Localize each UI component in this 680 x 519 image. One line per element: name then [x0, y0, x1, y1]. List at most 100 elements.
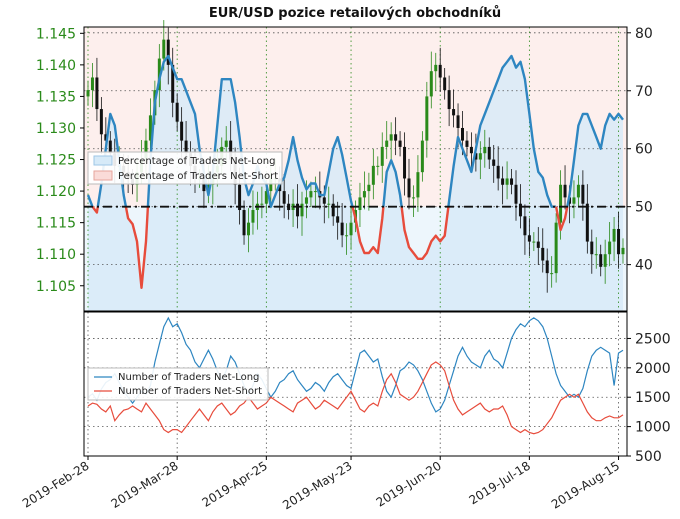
- candle-body: [99, 109, 103, 135]
- net-short-pct-line: [351, 206, 385, 255]
- candle-body: [264, 191, 268, 204]
- bottom-panel-axes: 500 1000 1500 2000 2500 2019-Feb-28 2019-Mar-2…: [20, 311, 671, 513]
- price-tick-label: 1.125: [36, 153, 76, 169]
- candle-body: [300, 203, 304, 217]
- candle-body: [452, 109, 456, 116]
- candle-body: [322, 197, 326, 204]
- candle-body: [541, 247, 545, 261]
- net-long-pct-line: [146, 54, 354, 208]
- candle-body: [304, 197, 308, 204]
- candle-body: [532, 241, 536, 243]
- candle-body: [527, 235, 531, 242]
- legend-swatch-net-long-pct: [93, 155, 113, 166]
- candle-body: [487, 146, 491, 160]
- bottom-legend-box: [87, 367, 269, 401]
- candle-body: [162, 39, 166, 59]
- net-short-pct-line: [554, 206, 569, 232]
- legend-label-net-long-count: Number of Traders Net-Long: [118, 372, 259, 383]
- date-tick-label: 2019-Apr-25: [200, 459, 270, 510]
- candle-body: [296, 203, 300, 217]
- percent-tick-label: 40: [635, 258, 653, 274]
- candle-body: [434, 64, 438, 72]
- candle-body: [362, 191, 366, 198]
- date-tick-label: 2019-Mar-28: [109, 459, 181, 511]
- candle-body: [456, 115, 460, 128]
- candle-body: [229, 140, 233, 160]
- candle-body: [483, 146, 487, 154]
- candle-body: [340, 222, 344, 236]
- candle-body: [224, 140, 228, 147]
- candle-body: [474, 153, 478, 160]
- candle-body: [238, 184, 242, 211]
- candle-body: [282, 191, 286, 204]
- count-tick-label: 2000: [635, 361, 671, 377]
- candle-body: [523, 216, 527, 236]
- candle-body: [420, 140, 424, 173]
- candle-body: [425, 96, 429, 141]
- candle-body: [407, 178, 411, 198]
- candle-body: [608, 241, 612, 255]
- top-panel-frame: [83, 26, 628, 312]
- net-long-pct-line: [382, 159, 403, 207]
- legend-label-net-short-pct: Percentage of Traders Net-Short: [118, 171, 278, 182]
- candle-body: [336, 216, 340, 223]
- candle-body: [612, 228, 616, 242]
- candle-body: [371, 165, 375, 185]
- candle-body: [144, 140, 148, 160]
- price-tick-label: 1.115: [36, 216, 76, 232]
- top-legend: Percentage of Traders Net-Long Percentag…: [87, 151, 283, 185]
- date-tick-label: 2019-Jul-18: [467, 459, 533, 508]
- count-tick-label: 1000: [635, 420, 671, 436]
- candle-body: [559, 184, 563, 223]
- net-short-pct-line: [124, 206, 150, 289]
- candle-body: [492, 159, 496, 166]
- net-long-area: [88, 56, 623, 311]
- candle-body: [443, 77, 447, 91]
- candle-body: [376, 165, 380, 167]
- candle-body: [621, 247, 625, 255]
- candle-body: [345, 235, 349, 237]
- candle-body: [327, 203, 331, 205]
- candle-body: [251, 210, 255, 223]
- top-legend-box: [87, 151, 283, 185]
- candle-body: [478, 153, 482, 160]
- candle-body: [438, 64, 442, 78]
- net-long-pct-line: [447, 54, 557, 208]
- candle-body: [247, 222, 250, 236]
- candle-body: [242, 210, 246, 236]
- candle-body: [576, 184, 580, 198]
- candle-body: [599, 254, 603, 267]
- net-short-count-line: [87, 361, 624, 435]
- candle-body: [180, 121, 184, 141]
- candle-body: [166, 39, 170, 65]
- candle-body: [95, 77, 99, 110]
- candle-body: [554, 222, 558, 274]
- candle-body: [206, 184, 210, 192]
- net-short-pct-line: [400, 206, 450, 260]
- date-tick-label: 2019-Feb-28: [20, 459, 92, 511]
- date-tick-label: 2019-Jun-20: [374, 459, 444, 510]
- candle-body: [603, 254, 607, 267]
- candle-body: [260, 203, 264, 205]
- candle-body: [518, 203, 522, 217]
- candle-body: [514, 184, 518, 204]
- candle-body: [385, 140, 389, 147]
- candle-body: [545, 260, 549, 274]
- candle-body: [108, 140, 112, 154]
- candle-body: [617, 228, 621, 255]
- candle-body: [367, 184, 371, 192]
- candle-body: [447, 90, 451, 110]
- chart-title: EUR/USD pozice retailových obchodníků: [209, 6, 501, 21]
- candle-body: [572, 197, 576, 204]
- bottom-legend: Number of Traders Net-Long Number of Tra…: [87, 367, 269, 401]
- candle-body: [496, 165, 500, 179]
- candle-body: [398, 140, 402, 147]
- candle-body: [411, 197, 415, 199]
- price-tick-label: 1.120: [36, 184, 76, 200]
- candle-body: [403, 146, 407, 179]
- date-tick-label: 2019-May-23: [280, 459, 354, 513]
- net-long-pct-line: [86, 194, 94, 208]
- price-tick-label: 1.105: [36, 279, 76, 295]
